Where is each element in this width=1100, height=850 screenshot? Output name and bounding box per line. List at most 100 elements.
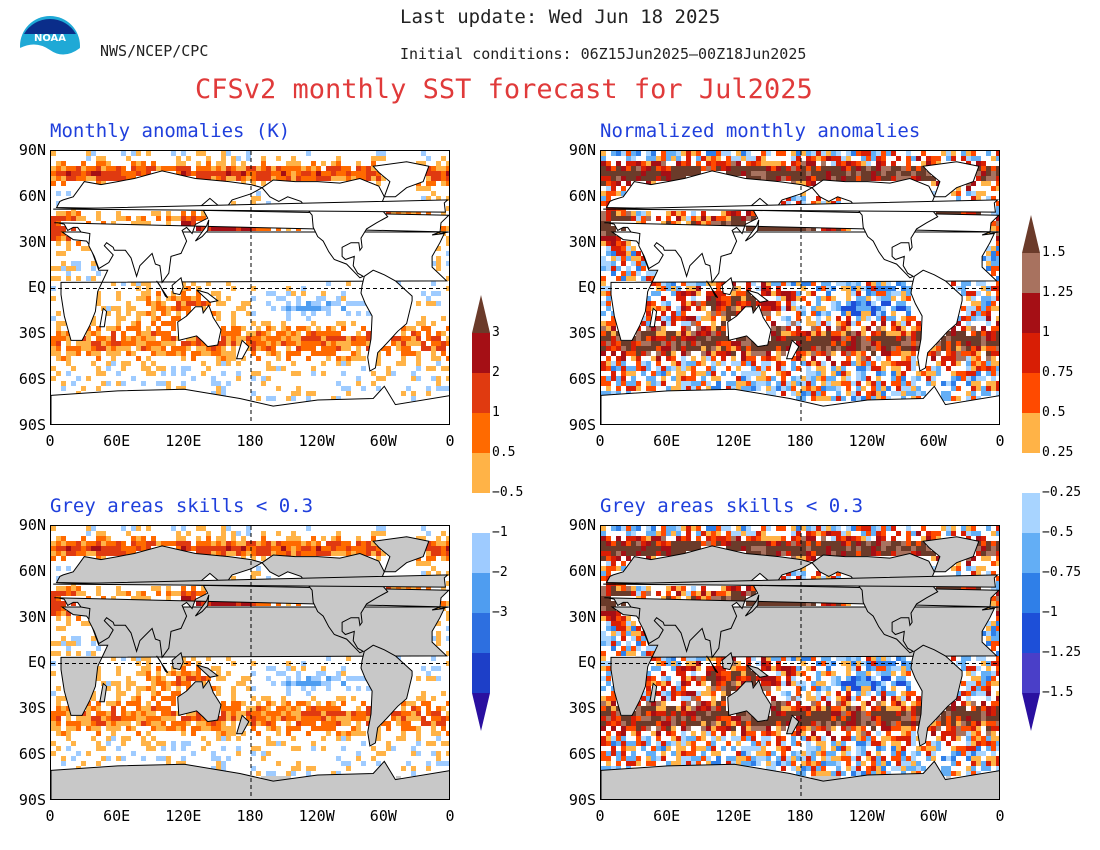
colorbar-label: −2 <box>492 565 508 580</box>
landmass <box>54 170 449 284</box>
x-tick-label: 0 <box>45 807 55 825</box>
landmass <box>51 760 449 799</box>
landmass <box>235 339 250 360</box>
map-panel-top-left <box>50 150 450 425</box>
y-tick-label: 60S <box>18 370 46 388</box>
noaa-logo: NOAA <box>18 14 82 84</box>
colorbar-label: −1 <box>1042 605 1058 620</box>
x-tick-label: 180 <box>236 432 264 450</box>
colorbar-label: −0.75 <box>1042 565 1082 580</box>
colorbar-label: −0.5 <box>492 485 524 500</box>
landmass <box>156 655 169 674</box>
landmass <box>785 339 800 360</box>
colorbar-label: 1 <box>492 405 500 420</box>
panel-title-top-right: Normalized monthly anomalies <box>600 120 921 142</box>
landmass <box>171 651 184 671</box>
x-tick-label: 60W <box>919 432 947 450</box>
logo-text: NOAA <box>34 33 66 44</box>
x-tick-label: 0 <box>595 432 605 450</box>
y-tick-label: EQ <box>577 278 596 297</box>
panel-title-bottom-right: Grey areas skills < 0.3 <box>600 495 864 517</box>
map-panel-top-right <box>600 150 1000 425</box>
colorbar-label: 0.25 <box>1042 445 1074 460</box>
landmass <box>721 651 734 671</box>
colorbar-label: −0.25 <box>1042 485 1082 500</box>
colorbar-label: −0.5 <box>1042 525 1074 540</box>
landmass <box>922 161 980 198</box>
colorbar-label: −1.5 <box>1042 685 1074 700</box>
y-tick-label: 60S <box>568 745 596 763</box>
x-tick-label: 60W <box>919 807 947 825</box>
landmass <box>601 760 999 799</box>
y-tick-label: 30N <box>568 232 596 251</box>
landmass <box>603 199 999 213</box>
y-tick-label: 60N <box>18 186 46 205</box>
landmass <box>235 714 250 735</box>
y-tick-label: 30S <box>568 699 596 718</box>
colorbar-absolute: 3 2 1 0.5 −0.5 −1 −2 −3 <box>472 295 532 739</box>
landmass <box>721 276 734 296</box>
landmass <box>706 280 719 299</box>
y-tick-label: 90N <box>18 516 46 534</box>
x-tick-label: 120E <box>165 432 202 450</box>
landmass <box>603 574 999 588</box>
y-tick-label: 90S <box>568 790 596 809</box>
y-tick-label: 90N <box>18 141 46 159</box>
initial-conditions: Initial conditions: 06Z15Jun2025–00Z18Ju… <box>400 45 807 63</box>
x-tick-label: 180 <box>236 807 264 825</box>
map-panel-bottom-left <box>50 525 450 800</box>
x-tick-label: 120E <box>715 432 752 450</box>
landmass <box>604 170 999 284</box>
landmass <box>177 304 222 348</box>
landmass <box>51 385 449 424</box>
x-tick-label: 120E <box>165 807 202 825</box>
x-tick-label: 0 <box>45 432 55 450</box>
x-tick-label: 60E <box>653 432 681 450</box>
y-tick-label: 60N <box>18 561 46 580</box>
landmass <box>727 679 772 723</box>
y-tick-label: 30S <box>568 324 596 343</box>
x-tick-label: 60W <box>369 807 397 825</box>
landmass <box>171 276 184 296</box>
y-tick-label: 30N <box>18 607 46 626</box>
landmass <box>196 289 219 303</box>
landmass <box>177 679 222 723</box>
landmass <box>746 664 769 678</box>
panel-title-bottom-left: Grey areas skills < 0.3 <box>50 495 314 517</box>
colorbar-label: −1 <box>492 525 508 540</box>
x-tick-label: 120W <box>848 432 885 450</box>
landmass <box>53 574 449 588</box>
x-tick-label: 120W <box>298 432 335 450</box>
y-tick-label: 30N <box>18 232 46 251</box>
x-tick-label: 180 <box>786 807 814 825</box>
org-label: NWS/NCEP/CPC <box>100 42 209 60</box>
colorbar-label: −1.25 <box>1042 645 1082 660</box>
y-tick-label: 90S <box>18 415 46 434</box>
landmass <box>649 307 658 328</box>
map-panel-bottom-right <box>600 525 1000 800</box>
colorbar-label: 0.5 <box>492 445 516 460</box>
landmass <box>372 161 430 198</box>
x-tick-label: 60W <box>369 432 397 450</box>
colorbar-normalized: 1.5 1.25 1 0.75 0.5 0.25 −0.25 −0.5 −0.75 −1 −1.25… <box>1022 215 1082 739</box>
colorbar-label: 2 <box>492 365 500 380</box>
x-tick-label: 120E <box>715 807 752 825</box>
y-tick-label: 30N <box>568 607 596 626</box>
y-tick-label: EQ <box>577 653 596 672</box>
x-tick-label: 60E <box>103 807 131 825</box>
landmass <box>194 594 210 617</box>
landmass <box>744 219 760 242</box>
landmass <box>372 536 430 573</box>
landmass <box>746 289 769 303</box>
y-tick-label: 90S <box>18 790 46 809</box>
landmass <box>99 682 108 703</box>
y-tick-label: 90N <box>568 516 596 534</box>
main-title: CFSv2 monthly SST forecast for Jul2025 <box>195 74 813 105</box>
landmass <box>649 682 658 703</box>
landmass <box>601 385 999 424</box>
x-tick-label: 60E <box>103 432 131 450</box>
x-tick-label: 0 <box>595 807 605 825</box>
y-tick-label: 30S <box>18 699 46 718</box>
landmass <box>785 714 800 735</box>
colorbar-label: 0.75 <box>1042 365 1074 380</box>
